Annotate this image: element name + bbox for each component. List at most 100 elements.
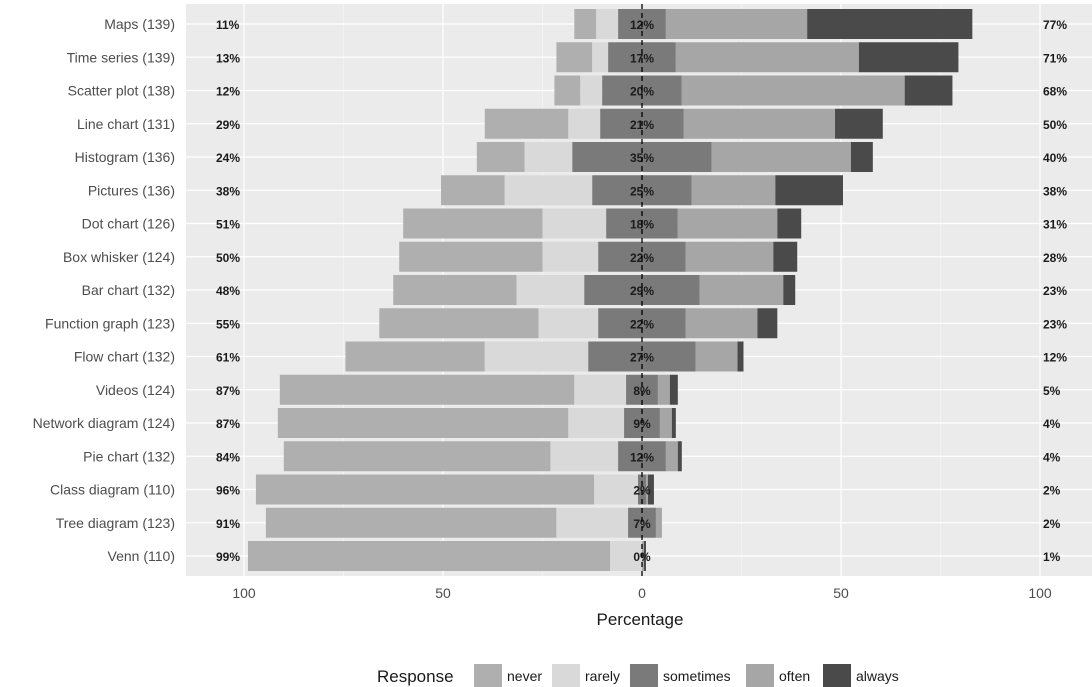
legend-item-never: never [474, 664, 542, 687]
legend-swatch [474, 664, 502, 687]
bar-often [685, 241, 774, 272]
bar-often [645, 474, 648, 505]
bar-never [247, 541, 611, 571]
right-percent-label: 4% [1043, 417, 1061, 431]
category-label: Network diagram (124) [33, 415, 175, 431]
x-tick-label: 50 [833, 585, 849, 601]
category-label: Line chart (131) [77, 116, 175, 132]
right-percent-label: 50% [1043, 118, 1067, 132]
bar-often [685, 308, 758, 339]
left-percent-label: 12% [216, 85, 240, 99]
right-percent-label: 77% [1043, 18, 1067, 32]
category-label: Pie chart (132) [83, 448, 175, 464]
bar-rarely [538, 308, 599, 339]
bar-often [691, 175, 776, 206]
x-tick-label: 50 [435, 585, 451, 601]
bar-never [283, 441, 551, 472]
bar-often [657, 374, 670, 405]
right-percent-label: 1% [1043, 550, 1061, 564]
left-percent-label: 87% [216, 417, 240, 431]
bar-often [659, 408, 672, 438]
left-percent-label: 87% [216, 384, 240, 398]
legend-item-often: often [746, 664, 810, 687]
legend-swatch [823, 664, 851, 687]
bar-rarely [516, 275, 585, 305]
bar-often [695, 341, 738, 372]
bar-always [669, 374, 678, 405]
left-percent-label: 84% [216, 450, 240, 464]
legend-swatch [630, 664, 658, 687]
bar-never [265, 507, 557, 538]
left-percent-label: 61% [216, 351, 240, 365]
left-percent-label: 13% [216, 51, 240, 65]
left-percent-label: 24% [216, 151, 240, 165]
category-label: Maps (139) [104, 16, 175, 32]
legend-item-always: always [823, 664, 899, 687]
bar-often [699, 275, 784, 305]
bar-often [681, 75, 905, 106]
category-labels: Maps (139) Time series (139) Scatter plot … [33, 16, 175, 564]
bar-rarely [580, 75, 603, 106]
bar-never [399, 241, 543, 272]
bar-rarely [592, 42, 609, 73]
percent-labels: 11% 12% 77%13% 17% 71%12% 20% 68%29% 21% 50%24% 3… [216, 18, 1067, 564]
bar-always [647, 474, 654, 505]
x-axis-title: Percentage [597, 610, 684, 629]
bar-rarely [574, 374, 627, 405]
right-percent-label: 38% [1043, 184, 1067, 198]
left-percent-label: 29% [216, 118, 240, 132]
bar-always [835, 108, 883, 139]
category-label: Venn (110) [108, 548, 175, 564]
bar-never [574, 9, 597, 39]
legend-label: rarely [585, 668, 620, 684]
category-label: Function graph (123) [45, 315, 175, 331]
bar-always [775, 175, 843, 206]
right-percent-label: 5% [1043, 384, 1061, 398]
right-percent-label: 71% [1043, 51, 1067, 65]
bar-often [677, 208, 778, 239]
bar-always [677, 441, 682, 472]
bar-rarely [524, 142, 573, 172]
legend-item-rarely: rarely [552, 664, 620, 687]
bar-rarely [596, 9, 619, 39]
legend-swatch [746, 664, 774, 687]
left-percent-label: 99% [216, 550, 240, 564]
bar-never [379, 308, 539, 339]
x-tick-label: 100 [1028, 585, 1052, 601]
bar-always [773, 241, 798, 272]
legend-label: always [856, 668, 899, 684]
middle-percent-label: 8% [633, 384, 651, 398]
bar-never [554, 75, 581, 106]
left-percent-label: 50% [216, 251, 240, 265]
category-label: Flow chart (132) [74, 349, 175, 365]
right-percent-label: 12% [1043, 351, 1067, 365]
legend: Response never rarely sometimes often always [377, 664, 899, 687]
middle-percent-label: 22% [630, 317, 654, 331]
bar-always [858, 42, 959, 73]
bar-never [403, 208, 543, 239]
category-label: Bar chart (132) [82, 282, 175, 298]
legend-label: never [507, 668, 542, 684]
bar-often [683, 108, 836, 139]
bars-layer [247, 9, 973, 571]
category-label: Time series (139) [67, 49, 175, 65]
middle-percent-label: 25% [630, 184, 654, 198]
right-percent-label: 40% [1043, 151, 1067, 165]
bar-always [671, 408, 676, 438]
bar-always [904, 75, 953, 106]
bar-always [777, 208, 802, 239]
bar-never [556, 42, 593, 73]
right-percent-label: 2% [1043, 484, 1061, 498]
bar-often [675, 42, 859, 73]
category-label: Videos (124) [96, 382, 175, 398]
left-percent-label: 38% [216, 184, 240, 198]
legend-label: often [779, 668, 810, 684]
bar-never [393, 275, 517, 305]
bar-always [783, 275, 796, 305]
bar-often [665, 9, 808, 39]
bar-often [665, 441, 678, 472]
left-percent-label: 96% [216, 484, 240, 498]
bar-rarely [568, 408, 625, 438]
bar-always [643, 541, 646, 571]
